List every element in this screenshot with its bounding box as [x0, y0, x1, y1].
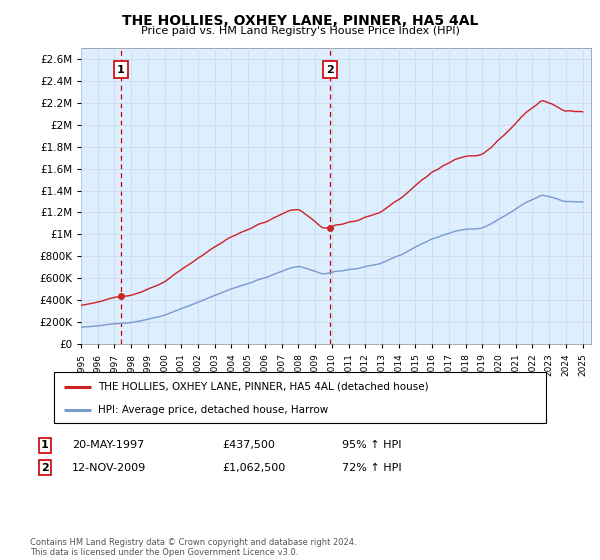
- Text: 72% ↑ HPI: 72% ↑ HPI: [342, 463, 401, 473]
- Text: 95% ↑ HPI: 95% ↑ HPI: [342, 440, 401, 450]
- Text: THE HOLLIES, OXHEY LANE, PINNER, HA5 4AL (detached house): THE HOLLIES, OXHEY LANE, PINNER, HA5 4AL…: [98, 381, 429, 391]
- Text: 1: 1: [41, 440, 49, 450]
- Text: £1,062,500: £1,062,500: [222, 463, 285, 473]
- Text: Price paid vs. HM Land Registry's House Price Index (HPI): Price paid vs. HM Land Registry's House …: [140, 26, 460, 36]
- Text: 2: 2: [326, 64, 334, 74]
- Text: 12-NOV-2009: 12-NOV-2009: [72, 463, 146, 473]
- Text: 1: 1: [117, 64, 125, 74]
- Text: £437,500: £437,500: [222, 440, 275, 450]
- Text: 2: 2: [41, 463, 49, 473]
- Text: THE HOLLIES, OXHEY LANE, PINNER, HA5 4AL: THE HOLLIES, OXHEY LANE, PINNER, HA5 4AL: [122, 14, 478, 28]
- Text: HPI: Average price, detached house, Harrow: HPI: Average price, detached house, Harr…: [98, 405, 329, 415]
- Text: Contains HM Land Registry data © Crown copyright and database right 2024.
This d: Contains HM Land Registry data © Crown c…: [30, 538, 356, 557]
- Text: 20-MAY-1997: 20-MAY-1997: [72, 440, 144, 450]
